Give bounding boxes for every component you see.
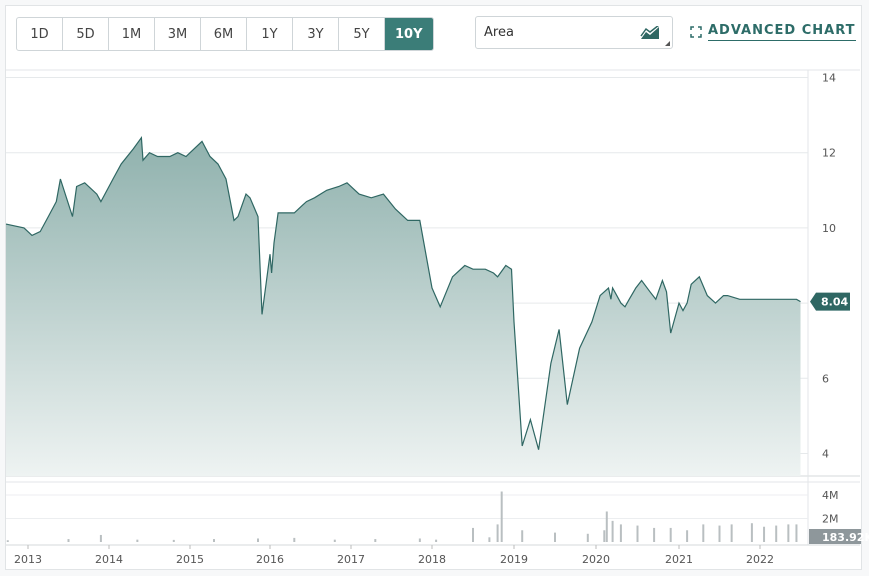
- expand-icon: [690, 26, 702, 38]
- x-tick-label: 2014: [95, 553, 123, 566]
- volume-bar: [435, 539, 438, 542]
- volume-bar: [67, 539, 70, 542]
- volume-bar: [787, 524, 790, 542]
- range-button-3m[interactable]: 3M: [155, 18, 201, 50]
- volume-bar: [603, 530, 606, 542]
- chart-type-label: Area: [484, 25, 514, 40]
- volume-bar: [6, 540, 9, 542]
- y-tick-label: 6: [822, 372, 829, 385]
- resize-corner-icon: [665, 41, 670, 46]
- area-chart-icon: [640, 26, 659, 39]
- volume-bar: [172, 539, 175, 542]
- volume-bar: [611, 520, 614, 542]
- time-range-selector: 1D 5D 1M 3M 6M 1Y 3Y 5Y 10Y: [16, 17, 434, 51]
- range-button-10y[interactable]: 10Y: [385, 18, 433, 50]
- volume-bar: [636, 525, 639, 542]
- last-price-tag: [810, 292, 850, 311]
- y-tick-label: 12: [822, 147, 836, 160]
- y-tick-label: 14: [822, 72, 836, 85]
- volume-bar: [488, 537, 491, 542]
- volume-bar: [374, 539, 377, 542]
- volume-bar: [554, 532, 556, 542]
- x-tick-label: 2021: [665, 553, 693, 566]
- volume-bar: [702, 524, 705, 542]
- volume-bar: [750, 523, 753, 542]
- x-tick-label: 2016: [256, 553, 284, 566]
- x-tick-label: 2013: [14, 553, 42, 566]
- y-tick-label: 10: [822, 222, 836, 235]
- volume-bar: [472, 527, 474, 542]
- volume-bar: [795, 524, 798, 542]
- volume-tick-label: 4M: [822, 489, 839, 502]
- last-volume-label: 183.92K: [822, 531, 869, 544]
- x-tick-label: 2022: [746, 553, 774, 566]
- x-tick-label: 2017: [337, 553, 365, 566]
- volume-bar: [333, 539, 336, 542]
- volume-bar: [99, 534, 102, 542]
- volume-bar: [619, 524, 622, 542]
- x-tick-label: 2019: [500, 553, 528, 566]
- chart-type-select[interactable]: Area: [475, 16, 673, 49]
- price-area: [6, 137, 801, 476]
- volume-bar: [730, 524, 733, 542]
- volume-bar: [257, 538, 259, 542]
- volume-bar: [763, 526, 766, 542]
- range-button-1m[interactable]: 1M: [109, 18, 155, 50]
- volume-tick-label: 2M: [822, 513, 839, 526]
- price-line: [5, 136, 801, 450]
- advanced-chart-label: ADVANCED CHART: [708, 23, 856, 41]
- range-button-1y[interactable]: 1Y: [247, 18, 293, 50]
- volume-bar: [686, 530, 689, 542]
- volume-bar: [136, 539, 139, 542]
- last-volume-tag: [809, 529, 861, 544]
- range-button-5d[interactable]: 5D: [63, 18, 109, 50]
- volume-bar: [500, 491, 503, 542]
- last-price-label: 8.04: [821, 296, 848, 309]
- volume-bar: [653, 527, 656, 542]
- volume-bar: [605, 511, 608, 542]
- range-button-5y[interactable]: 5Y: [339, 18, 385, 50]
- volume-bar: [418, 538, 421, 542]
- advanced-chart-link[interactable]: ADVANCED CHART: [690, 23, 856, 41]
- range-button-6m[interactable]: 6M: [201, 18, 247, 50]
- volume-bar: [521, 530, 524, 542]
- volume-bar: [586, 533, 589, 542]
- range-button-3y[interactable]: 3Y: [293, 18, 339, 50]
- volume-bar: [775, 525, 778, 542]
- volume-bar: [293, 537, 296, 542]
- volume-bar: [213, 539, 215, 542]
- x-tick-label: 2020: [582, 553, 610, 566]
- x-tick-label: 2018: [418, 553, 446, 566]
- volume-bar: [496, 524, 499, 542]
- y-tick-label: 4: [822, 447, 829, 460]
- range-button-1d[interactable]: 1D: [17, 18, 63, 50]
- x-tick-label: 2015: [176, 553, 204, 566]
- volume-bar: [669, 527, 672, 542]
- volume-bar: [718, 525, 721, 542]
